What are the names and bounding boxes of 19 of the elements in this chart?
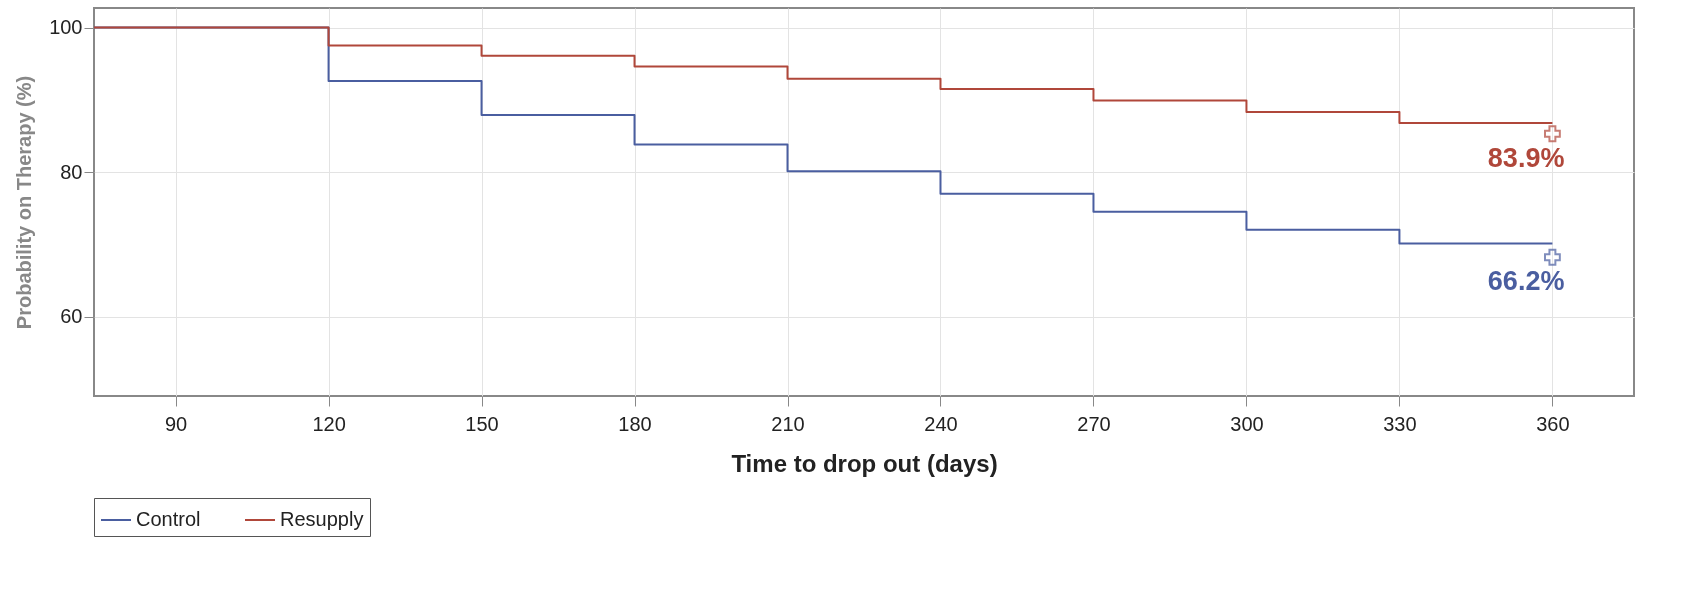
x-tick-label: 330 — [1383, 412, 1417, 435]
annotation: 66.2% — [1487, 266, 1565, 297]
legend-label: Resupply — [280, 508, 364, 530]
x-axis-title: Time to drop out (days) — [731, 449, 998, 477]
x-tick-label: 150 — [465, 412, 499, 435]
x-tick-label: 180 — [618, 412, 652, 435]
legend-label: Control — [136, 508, 201, 530]
y-axis-title: Probability on Therapy (%) — [13, 75, 36, 330]
x-tick-label: 120 — [312, 412, 346, 435]
y-tick-label: 80 — [60, 160, 83, 183]
x-tick-label: 240 — [924, 412, 958, 435]
x-tick-label: 270 — [1077, 412, 1111, 435]
y-tick-label: 60 — [60, 305, 83, 328]
y-tick-label: 100 — [49, 16, 83, 39]
annotation: 83.9% — [1487, 142, 1565, 173]
x-tick-label: 300 — [1230, 412, 1264, 435]
x-tick-label: 360 — [1536, 412, 1570, 435]
x-tick-label: 90 — [164, 412, 188, 435]
x-tick-label: 210 — [771, 412, 805, 435]
